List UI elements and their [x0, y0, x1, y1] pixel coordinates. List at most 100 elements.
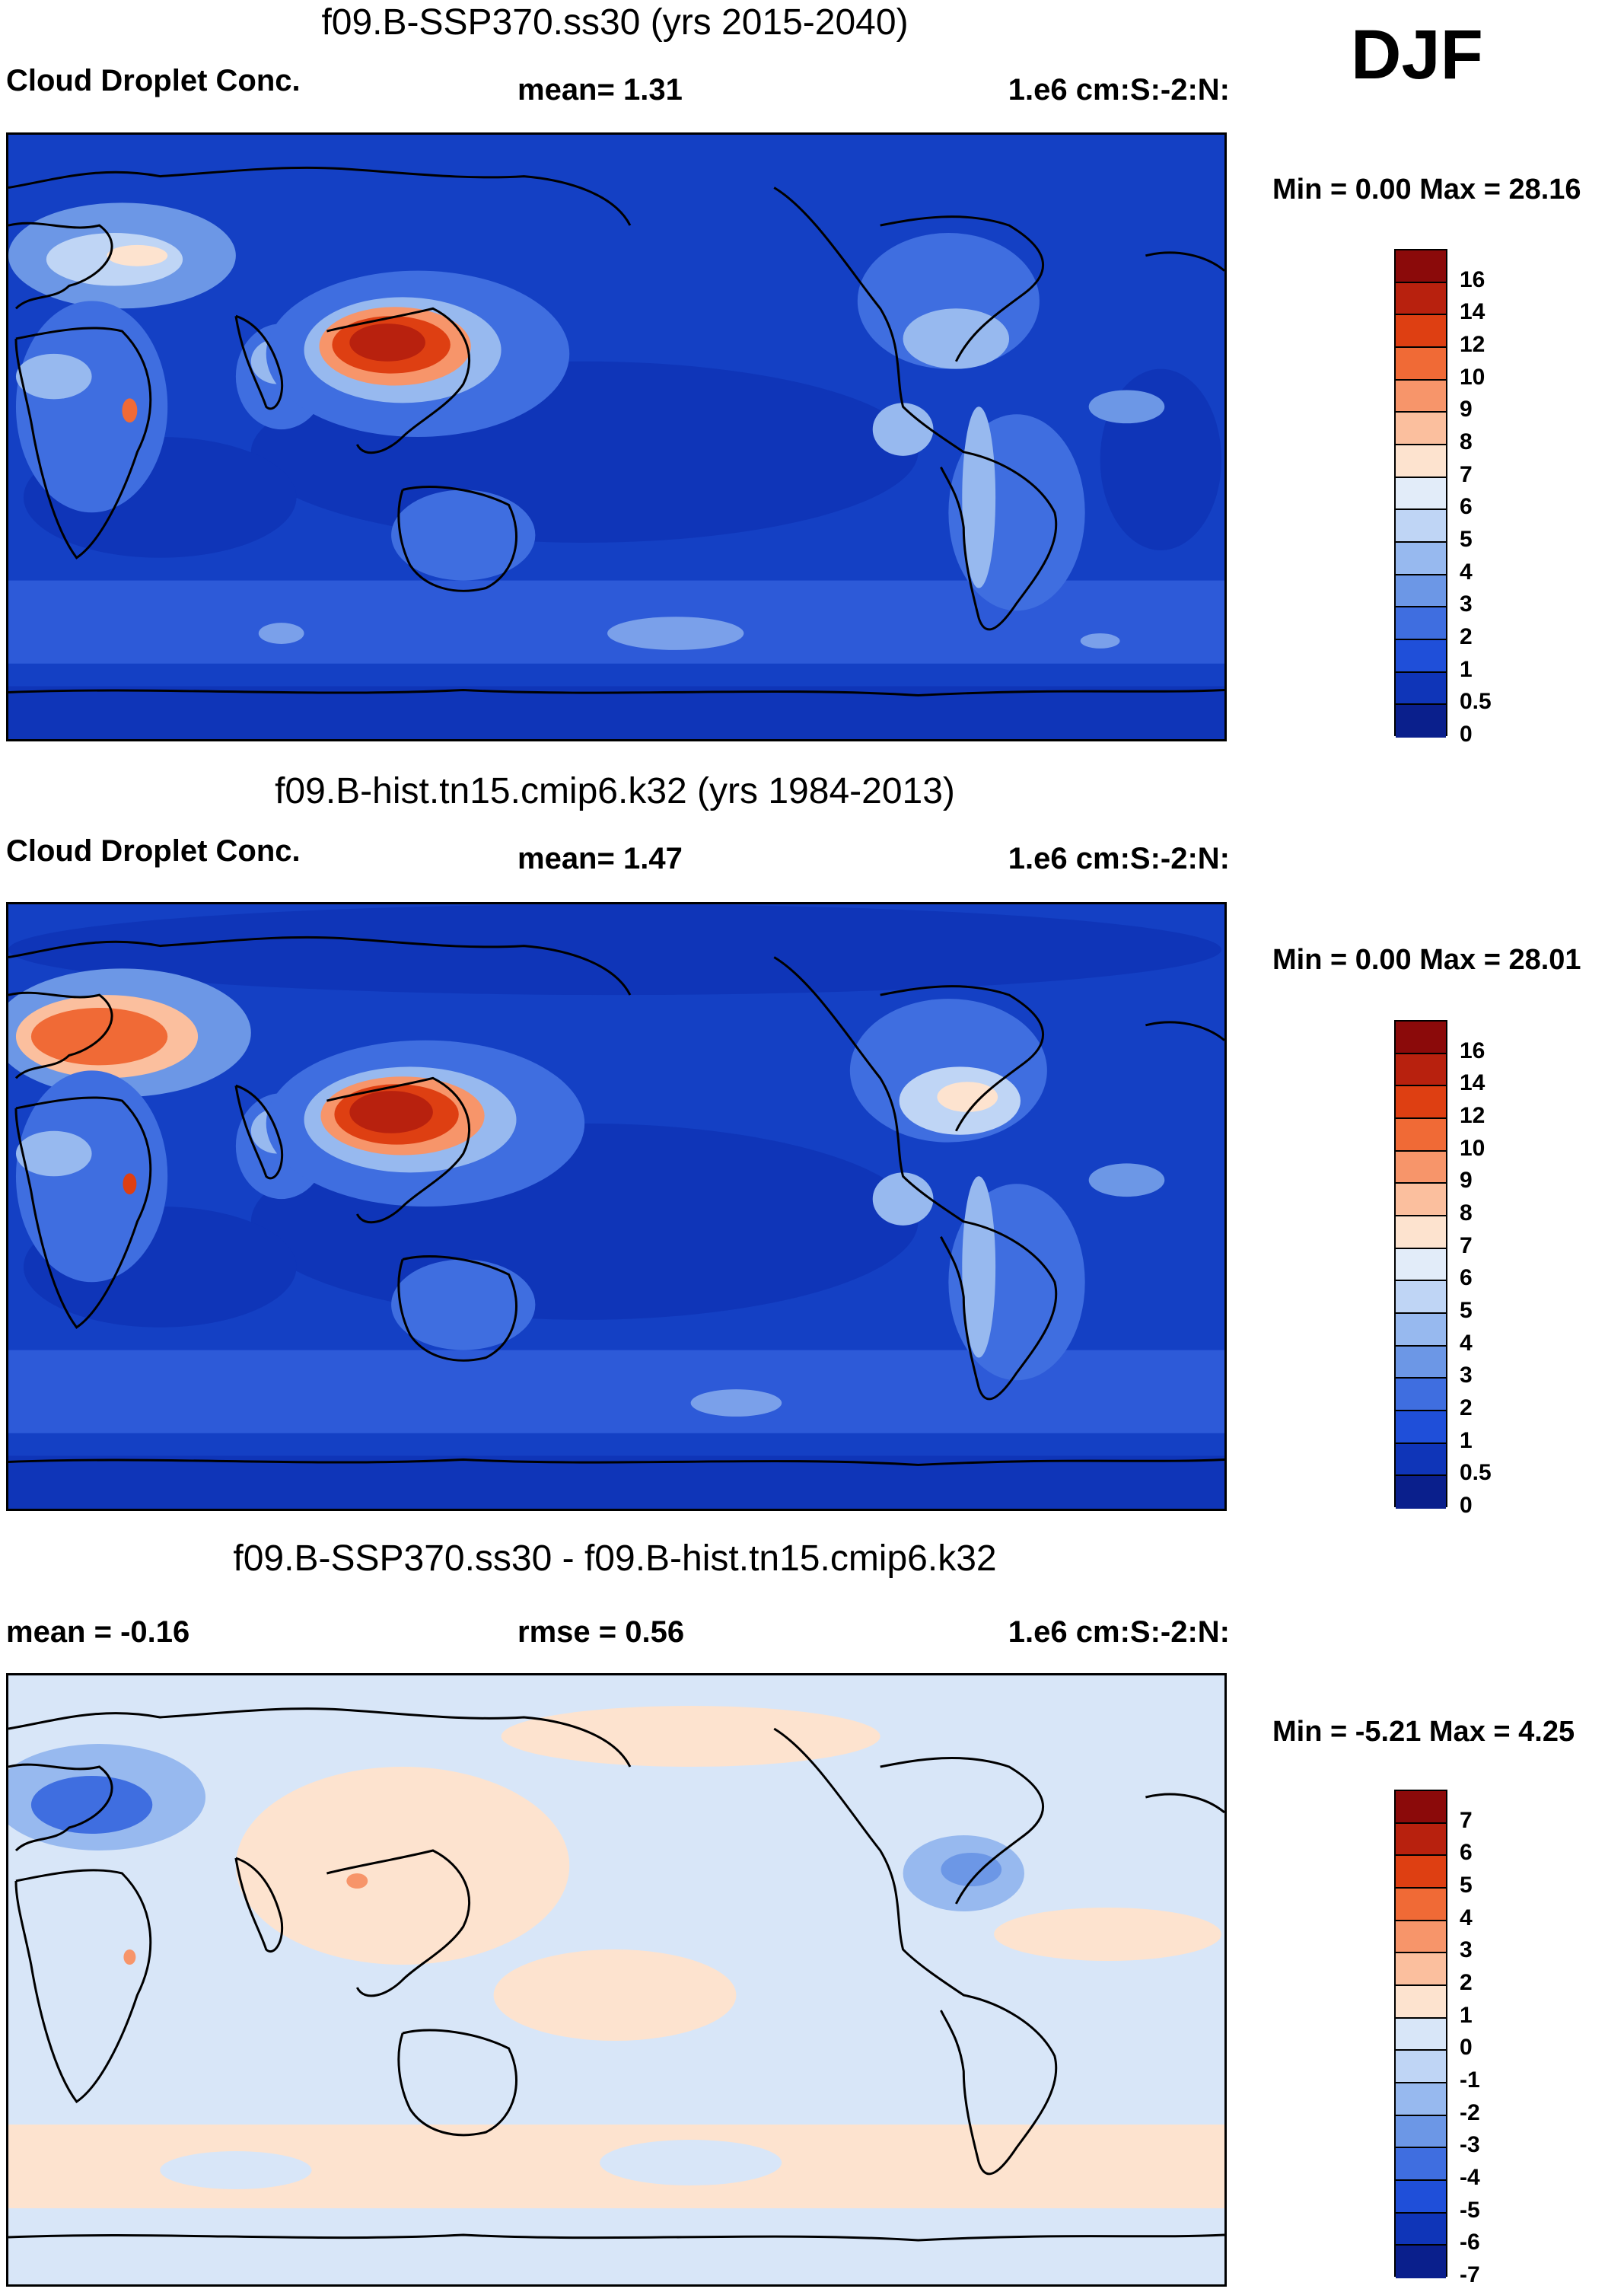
colorbar-swatch	[1396, 1248, 1446, 1282]
colorbar-swatch	[1396, 2083, 1446, 2116]
colorbar-swatch	[1396, 2051, 1446, 2083]
positive-pacific	[493, 1949, 737, 2041]
map-canvas	[8, 135, 1224, 739]
positive-africa	[123, 1949, 136, 1965]
colorbar-label: 2	[1460, 1395, 1473, 1420]
colorbar-swatch	[1396, 1313, 1446, 1347]
colorbar-swatch	[1396, 510, 1446, 543]
colorbar-swatch	[1396, 607, 1446, 640]
colorbar	[1394, 1020, 1447, 1509]
colorbar-label: 2	[1460, 624, 1473, 649]
rmse-label: rmse = 0.56	[517, 1615, 685, 1649]
colorbar-label: 7	[1460, 461, 1473, 487]
panel-title: f09.B-SSP370.ss30 (yrs 2015-2040)	[321, 2, 909, 43]
china-plume-core	[349, 1091, 433, 1133]
colorbar-swatch	[1396, 413, 1446, 445]
panel-historical: f09.B-hist.tn15.cmip6.k32 (yrs 1984-2013…	[0, 769, 1624, 1530]
negative-southern-patch-2	[160, 2151, 312, 2189]
colorbar-swatch	[1396, 1476, 1446, 1509]
colorbar-label: 3	[1460, 591, 1473, 617]
colorbar-swatch	[1396, 1953, 1446, 1986]
variable-label: Cloud Droplet Conc.	[6, 64, 301, 97]
negative-southern-patch	[600, 2140, 782, 2185]
colorbar-label: 9	[1460, 397, 1473, 422]
colorbar-label: 3	[1460, 1363, 1473, 1388]
positive-china-hot	[346, 1873, 368, 1889]
min-max-label: Min = -5.21 Max = 4.25	[1272, 1716, 1575, 1748]
colorbar-swatch	[1396, 2148, 1446, 2181]
colorbar-label: 1	[1460, 2002, 1473, 2028]
colorbar-swatch	[1396, 1022, 1446, 1054]
panel-future: f09.B-SSP370.ss30 (yrs 2015-2040) Cloud …	[0, 0, 1624, 761]
africa-west	[15, 1130, 92, 1177]
colorbar-swatch	[1396, 542, 1446, 575]
colorbar-label: 6	[1460, 494, 1473, 520]
atlantic-patch	[1088, 390, 1165, 424]
colorbar-swatch	[1396, 705, 1446, 738]
colorbar-label: -3	[1460, 2132, 1480, 2158]
southern-ocean-patch	[607, 617, 744, 650]
units-label: 1.e6 cm:S:-2:N:	[1008, 1615, 1230, 1649]
units-label: 1.e6 cm:S:-2:N:	[1008, 842, 1230, 875]
colorbar-swatch	[1396, 1184, 1446, 1216]
southern-ocean-patch-2	[258, 623, 304, 644]
antarctic-band	[8, 1455, 1224, 1509]
colorbar-label: 10	[1460, 1135, 1485, 1161]
colorbar-label: -1	[1460, 2067, 1480, 2093]
europe-hot	[30, 1007, 168, 1066]
colorbar-label: -7	[1460, 2262, 1480, 2287]
colorbar-label: 7	[1460, 1807, 1473, 1833]
coastlines	[8, 166, 1224, 697]
colorbar-swatch	[1396, 1791, 1446, 1824]
australia-region	[391, 489, 536, 581]
colorbar-swatch	[1396, 380, 1446, 413]
map-future	[6, 132, 1227, 741]
us-east-plume	[903, 308, 1010, 369]
andes-strip	[962, 406, 996, 588]
min-max-label: Min = 0.00 Max = 28.01	[1272, 944, 1581, 976]
colorbar-label: 0	[1460, 1493, 1473, 1518]
colorbar-swatch	[1396, 315, 1446, 348]
colorbar-swatch	[1396, 1379, 1446, 1411]
colorbar-label: 16	[1460, 266, 1485, 292]
colorbar-swatch	[1396, 1151, 1446, 1184]
colorbar-label: 12	[1460, 332, 1485, 357]
colorbar-swatch	[1396, 1086, 1446, 1119]
arctic-dark	[8, 904, 1222, 996]
colorbar-swatch	[1396, 1216, 1446, 1249]
southern-ocean-patch	[690, 1389, 782, 1417]
colorbar-label: 1	[1460, 1427, 1473, 1453]
min-max-label: Min = 0.00 Max = 28.16	[1272, 174, 1581, 206]
colorbar-label: 0.5	[1460, 1460, 1492, 1486]
colorbar-label: 12	[1460, 1103, 1485, 1128]
negative-europe-core	[30, 1776, 153, 1834]
mean-label: mean= 1.31	[517, 73, 683, 107]
andes-strip	[962, 1176, 996, 1358]
colorbar-swatch	[1396, 1346, 1446, 1379]
colorbar-swatch	[1396, 2115, 1446, 2149]
colorbar-swatch	[1396, 1856, 1446, 1889]
australia-region	[391, 1259, 536, 1350]
colorbar-label: 5	[1460, 1873, 1473, 1898]
colorbar-label: 9	[1460, 1168, 1473, 1194]
colorbar-label: 5	[1460, 527, 1473, 552]
colorbar-swatch	[1396, 2018, 1446, 2051]
variable-label: Cloud Droplet Conc.	[6, 834, 301, 868]
units-label: 1.e6 cm:S:-2:N:	[1008, 73, 1230, 107]
map-canvas	[8, 1675, 1224, 2284]
colorbar-swatch	[1396, 1281, 1446, 1314]
colorbar-label: 3	[1460, 1937, 1473, 1963]
africa-region	[15, 1070, 168, 1283]
africa-region	[15, 301, 168, 513]
colorbar-label: 8	[1460, 1200, 1473, 1226]
colorbar-swatch	[1396, 347, 1446, 381]
colorbar-label: 14	[1460, 299, 1485, 325]
central-america	[872, 403, 934, 456]
map-historical	[6, 902, 1227, 1511]
map-difference	[6, 1673, 1227, 2287]
colorbar-label: 4	[1460, 1330, 1473, 1356]
atlantic-patch	[1088, 1163, 1165, 1197]
colorbar-swatch	[1396, 445, 1446, 478]
colorbar-label: 16	[1460, 1038, 1485, 1063]
colorbar	[1394, 249, 1447, 738]
